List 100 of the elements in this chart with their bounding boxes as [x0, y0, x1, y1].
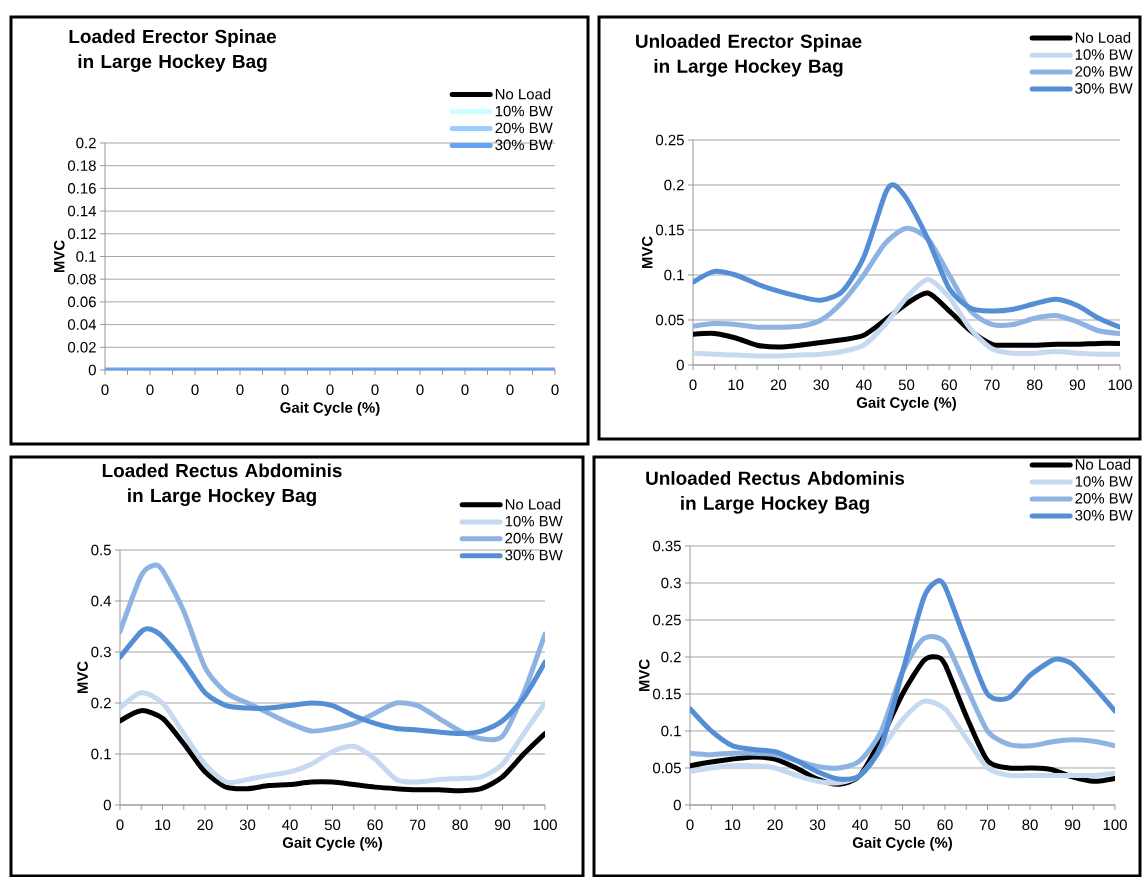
y-tick-label: 0.04 — [67, 319, 97, 330]
y-tick-label: 0.25 — [655, 134, 684, 146]
y-tick-label: 0.25 — [652, 614, 681, 626]
y-tick-label: 0 — [673, 799, 681, 811]
chart-title: Loaded Erector Spinae in Large Hockey Bag — [69, 29, 276, 72]
x-tick-label: 0 — [326, 384, 334, 396]
x-tick-label: 60 — [937, 819, 953, 831]
y-tick-label: 0.2 — [91, 697, 111, 709]
x-tick-label: 10 — [725, 819, 741, 831]
legend-label: 30% BW — [1075, 509, 1133, 521]
x-tick-label: 80 — [452, 819, 468, 831]
x-tick-label: 50 — [894, 819, 911, 831]
x-tick-label: 10 — [728, 379, 744, 391]
x-tick-label: 20 — [770, 379, 787, 391]
y-tick-label: 0.2 — [661, 651, 681, 663]
legend-label: 30% BW — [1075, 83, 1133, 94]
x-tick-label: 70 — [409, 819, 426, 831]
x-tick-label: 90 — [494, 819, 511, 831]
y-tick-label: 0.05 — [652, 762, 681, 774]
y-tick-label: 0.1 — [76, 251, 96, 262]
x-tick-label: 0 — [146, 384, 154, 396]
y-axis-title: MVC — [53, 240, 65, 273]
x-tick-label: 80 — [1022, 819, 1038, 831]
x-tick-label: 30 — [809, 819, 826, 831]
y-tick-label: 0.1 — [664, 269, 684, 281]
y-tick-label: 0 — [88, 364, 96, 376]
y-tick-label: 0.12 — [67, 228, 96, 240]
x-tick-label: 0 — [371, 384, 379, 396]
x-tick-label: 10 — [155, 819, 171, 831]
x-tick-label: 90 — [1064, 819, 1081, 831]
y-tick-label: 0.3 — [661, 577, 681, 589]
y-tick-label: 0.14 — [67, 205, 97, 217]
y-tick-label: 0.08 — [67, 273, 96, 285]
x-tick-label: 0 — [551, 384, 559, 396]
x-tick-label: 0 — [686, 819, 694, 831]
x-tick-label: 50 — [324, 819, 341, 831]
x-tick-label: 20 — [767, 819, 783, 831]
x-axis-title: Gait Cycle (%) — [282, 836, 382, 851]
y-tick-label: 0.1 — [91, 748, 111, 760]
legend-label: 10% BW — [495, 105, 553, 117]
x-tick-label: 40 — [282, 819, 298, 831]
y-tick-label: 0.2 — [664, 179, 684, 191]
legend-label: 20% BW — [505, 532, 563, 544]
x-tick-label: 20 — [197, 819, 213, 831]
legend-label: 10% BW — [1075, 476, 1133, 487]
x-axis-title: Gait Cycle (%) — [852, 836, 952, 851]
x-tick-label: 80 — [1026, 379, 1043, 391]
y-tick-label: 0.5 — [91, 544, 111, 556]
legend-label: 20% BW — [1075, 493, 1133, 504]
x-tick-label: 60 — [941, 379, 957, 391]
y-tick-label: 0.4 — [91, 595, 112, 607]
y-tick-label: 0.16 — [67, 183, 96, 194]
x-tick-label: 0 — [461, 384, 469, 396]
y-tick-label: 0.05 — [655, 314, 684, 326]
legend-label: No Load — [495, 88, 551, 100]
legend-label: 30% BW — [495, 139, 553, 151]
x-tick-label: 50 — [898, 379, 915, 391]
y-tick-label: 0.3 — [91, 646, 111, 658]
legend-label: 10% BW — [505, 515, 563, 527]
y-tick-label: 0.15 — [652, 688, 681, 700]
x-tick-label: 90 — [1069, 379, 1086, 391]
x-tick-label: 40 — [852, 819, 868, 831]
chart-title: Unloaded Erector Spinae in Large Hockey Bag — [636, 34, 862, 77]
x-tick-label: 100 — [1103, 819, 1127, 831]
x-tick-label: 0 — [416, 384, 424, 396]
legend-label: No Load — [1075, 31, 1131, 43]
x-axis-title: Gait Cycle (%) — [856, 396, 956, 411]
x-tick-label: 0 — [689, 379, 697, 391]
x-tick-label: 30 — [239, 819, 256, 831]
legend-label: No Load — [505, 498, 561, 510]
y-tick-label: 0.15 — [655, 224, 684, 236]
x-tick-label: 100 — [1108, 379, 1132, 391]
y-axis-title: MVC — [638, 659, 650, 692]
x-tick-label: 0 — [506, 384, 514, 396]
x-tick-label: 60 — [367, 819, 383, 831]
x-tick-label: 0 — [116, 819, 124, 831]
y-axis-title: MVC — [641, 236, 653, 269]
x-tick-label: 70 — [979, 819, 996, 831]
y-tick-label: 0.18 — [67, 160, 96, 171]
x-tick-label: 0 — [236, 384, 244, 396]
chart-title: Unloaded Rectus Abdominis in Large Hockey Bag — [646, 471, 905, 514]
x-axis-title: Gait Cycle (%) — [280, 401, 380, 416]
x-tick-label: 100 — [533, 819, 557, 831]
legend-label: 20% BW — [495, 122, 553, 134]
x-tick-label: 40 — [855, 379, 872, 391]
chart-title: Loaded Rectus Abdominis in Large Hockey Bag — [102, 463, 342, 507]
y-tick-label: 0.06 — [67, 296, 96, 308]
y-tick-label: 0.2 — [76, 137, 96, 149]
x-tick-label: 70 — [984, 379, 1000, 391]
y-tick-label: 0.02 — [67, 341, 96, 353]
y-tick-label: 0 — [676, 359, 684, 371]
y-tick-label: 0.35 — [652, 540, 681, 552]
x-tick-label: 0 — [281, 384, 289, 396]
x-tick-label: 0 — [191, 384, 199, 396]
y-tick-label: 0 — [103, 799, 111, 811]
legend-label: 20% BW — [1075, 66, 1133, 77]
y-tick-label: 0.1 — [661, 725, 681, 737]
legend-label: 10% BW — [1075, 49, 1133, 60]
x-tick-label: 30 — [813, 379, 829, 391]
legend-label: No Load — [1075, 458, 1131, 470]
